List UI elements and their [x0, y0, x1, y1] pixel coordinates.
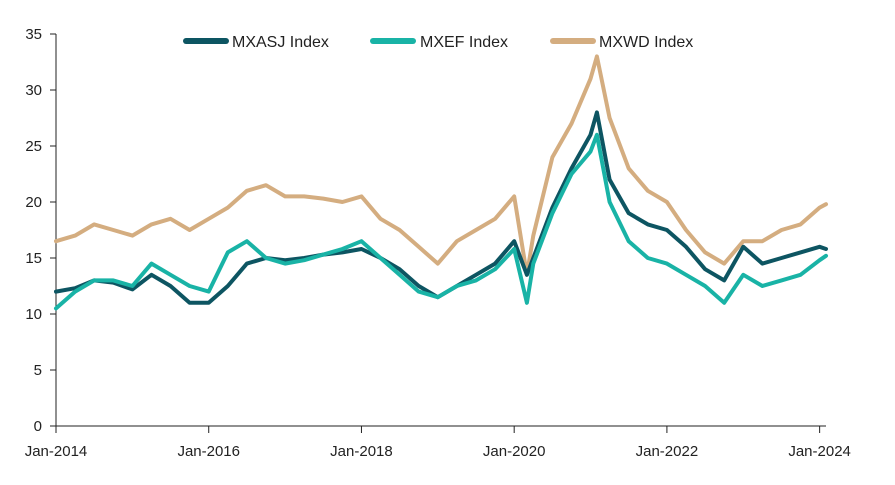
legend-label: MXASJ Index [232, 34, 329, 51]
y-tick-label: 5 [34, 362, 42, 379]
y-tick-label: 35 [25, 26, 42, 43]
x-tick-label: Jan-2024 [788, 443, 851, 460]
series-lines [54, 54, 828, 311]
x-tick-label: Jan-2022 [636, 443, 699, 460]
x-tick-label: Jan-2014 [25, 443, 88, 460]
y-tick-label: 10 [25, 306, 42, 323]
x-tick-label: Jan-2020 [483, 443, 546, 460]
axes: 0 5 10 15 20 25 30 35 Jan-2014 Jan-2016 Jan-2018 Ja… [25, 26, 851, 460]
y-tick-label: 0 [34, 418, 42, 435]
y-tick-label: 30 [25, 82, 42, 99]
y-tick-label: 25 [25, 138, 42, 155]
series-line-mxwd-index [54, 54, 828, 277]
legend-label: MXWD Index [599, 34, 693, 51]
legend: MXASJ Index MXEF Index MXWD Index [183, 34, 693, 51]
legend-label: MXEF Index [420, 34, 508, 51]
y-tick-label: 15 [25, 250, 42, 267]
series-line-mxef-index [54, 132, 828, 311]
x-tick-label: Jan-2018 [330, 443, 393, 460]
series-line-mxasj-index [54, 110, 828, 305]
x-tick-label: Jan-2016 [177, 443, 240, 460]
y-tick-label: 20 [25, 194, 42, 211]
